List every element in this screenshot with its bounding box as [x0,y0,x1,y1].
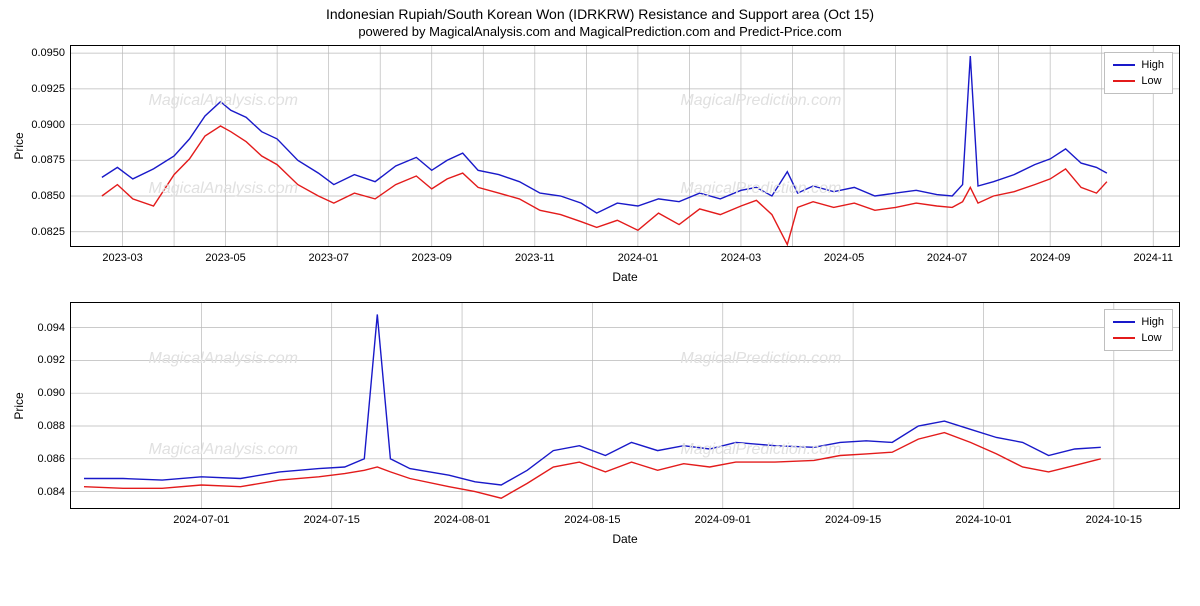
legend-high-label: High [1141,59,1164,71]
xtick-label: 2024-08-15 [564,514,620,526]
top-ylabel: Price [12,132,26,159]
legend-swatch-high [1113,321,1135,323]
top-panel: Price Date High Low 0.08250.08500.08750.… [70,45,1180,247]
top-plot-svg [71,46,1179,246]
xtick-label: 2023-09 [412,252,452,264]
legend-row-low: Low [1113,330,1164,346]
bottom-ylabel: Price [12,392,26,419]
chart-title: Indonesian Rupiah/South Korean Won (IDRK… [0,6,1200,22]
legend-row-low: Low [1113,73,1164,89]
xtick-label: 2023-07 [308,252,348,264]
ytick-label: 0.092 [37,354,65,366]
bottom-legend: High Low [1104,309,1173,351]
xtick-label: 2023-11 [515,252,555,264]
xtick-label: 2024-09-15 [825,514,881,526]
legend-low-label: Low [1141,332,1161,344]
xtick-label: 2024-11 [1133,252,1173,264]
chart-container: Indonesian Rupiah/South Korean Won (IDRK… [0,6,1200,606]
top-xlabel: Date [612,270,637,284]
xtick-label: 2024-09 [1030,252,1070,264]
xtick-label: 2024-10-15 [1086,514,1142,526]
legend-swatch-low [1113,337,1135,339]
xtick-label: 2024-07-01 [173,514,229,526]
xtick-label: 2023-05 [205,252,245,264]
ytick-label: 0.0950 [31,47,65,59]
legend-low-label: Low [1141,75,1161,87]
ytick-label: 0.0875 [31,154,65,166]
xtick-label: 2024-01 [618,252,658,264]
ytick-label: 0.094 [37,322,65,334]
xtick-label: 2024-07 [927,252,967,264]
xtick-label: 2024-10-01 [955,514,1011,526]
ytick-label: 0.086 [37,453,65,465]
xtick-label: 2024-08-01 [434,514,490,526]
ytick-label: 0.084 [37,486,65,498]
xtick-label: 2023-03 [102,252,142,264]
legend-row-high: High [1113,314,1164,330]
xtick-label: 2024-05 [824,252,864,264]
ytick-label: 0.0925 [31,83,65,95]
chart-subtitle: powered by MagicalAnalysis.com and Magic… [0,24,1200,39]
xtick-label: 2024-07-15 [304,514,360,526]
top-legend: High Low [1104,52,1173,94]
bottom-plot-svg [71,303,1179,508]
ytick-label: 0.0850 [31,190,65,202]
ytick-label: 0.090 [37,387,65,399]
legend-swatch-low [1113,80,1135,82]
legend-high-label: High [1141,316,1164,328]
ytick-label: 0.088 [37,420,65,432]
xtick-label: 2024-03 [721,252,761,264]
legend-swatch-high [1113,64,1135,66]
ytick-label: 0.0825 [31,226,65,238]
bottom-panel: Price Date High Low 0.0840.0860.0880.090… [70,302,1180,509]
ytick-label: 0.0900 [31,119,65,131]
legend-row-high: High [1113,57,1164,73]
xtick-label: 2024-09-01 [695,514,751,526]
bottom-xlabel: Date [612,532,637,546]
